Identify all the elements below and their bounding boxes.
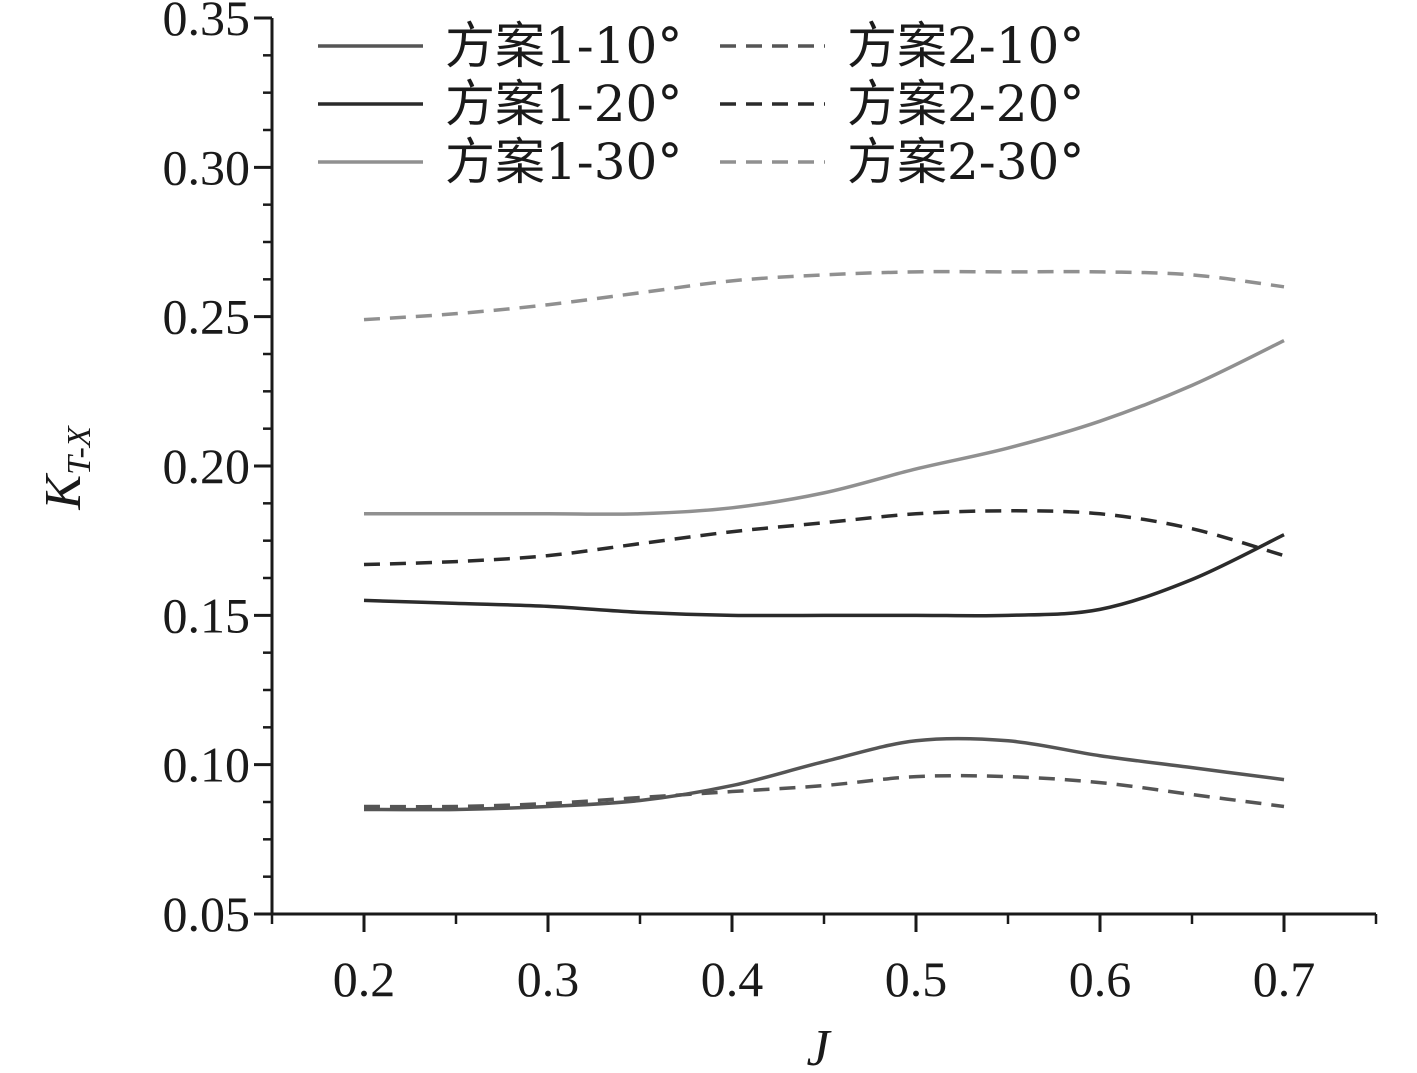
x-tick-label: 0.5 — [885, 951, 948, 1007]
y-tick-label: 0.20 — [163, 438, 251, 494]
y-tick-label: 0.35 — [163, 0, 251, 46]
series-layer — [363, 269, 1285, 812]
x-tick-label: 0.2 — [333, 951, 396, 1007]
legend-label: 方案2-30° — [847, 133, 1084, 191]
x-axis-title: J — [806, 1020, 832, 1073]
y-tick-label: 0.30 — [163, 139, 251, 195]
series-line-6 — [363, 269, 1285, 322]
y-axis-title-sub: T-X — [61, 425, 98, 475]
x-tick-label: 0.6 — [1069, 951, 1132, 1007]
legend-label: 方案1-30° — [445, 133, 682, 191]
y-axis-title-main: K — [35, 473, 92, 511]
x-tick-label: 0.4 — [701, 951, 764, 1007]
series-line-4 — [363, 773, 1285, 809]
series-line-2 — [363, 533, 1285, 618]
series-line-3 — [364, 338, 1285, 516]
legend-label: 方案1-20° — [445, 75, 682, 133]
series-line-1 — [363, 736, 1285, 812]
y-tick-label: 0.05 — [163, 886, 251, 942]
axes: 0.05 0.10 0.15 0.20 0.25 0.30 0.35 0.2 0.3 0.4 0.5… — [163, 0, 1378, 1007]
y-axis-title: KT-X — [35, 425, 98, 510]
x-tick-label: 0.3 — [517, 951, 580, 1007]
y-tick-label: 0.25 — [163, 289, 251, 345]
x-tick-label: 0.7 — [1253, 951, 1316, 1007]
legend-label: 方案1-10° — [445, 17, 682, 75]
series-line-5 — [363, 509, 1285, 567]
legend-label: 方案2-20° — [847, 75, 1084, 133]
y-tick-label: 0.10 — [163, 737, 251, 793]
y-tick-label: 0.15 — [163, 587, 251, 643]
legend: 方案1-10°方案1-20°方案1-30° 方案2-10°方案2-20°方案2-3… — [318, 17, 1084, 191]
legend-label: 方案2-10° — [847, 17, 1084, 75]
